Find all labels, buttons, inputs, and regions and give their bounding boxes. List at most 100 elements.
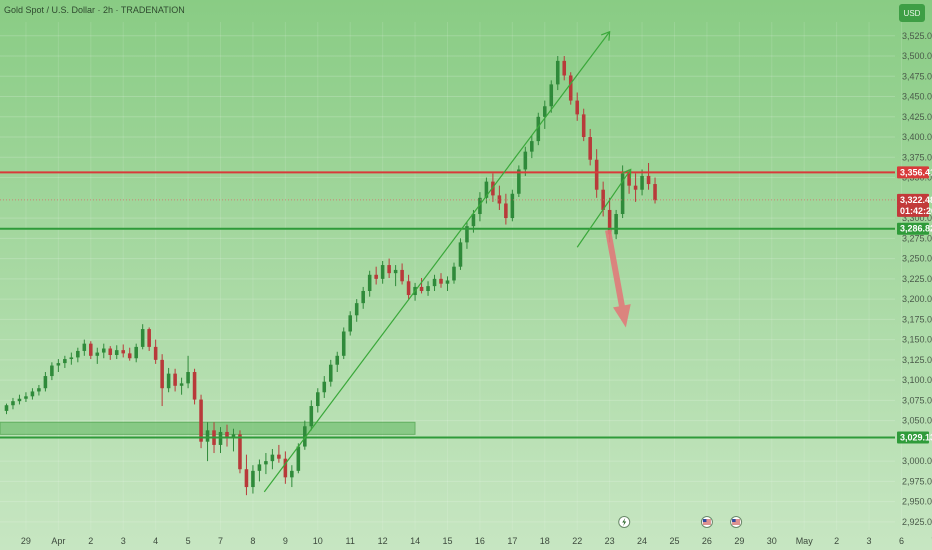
- candle-up[interactable]: [231, 434, 236, 439]
- candle-up[interactable]: [56, 363, 61, 366]
- candle-up[interactable]: [458, 242, 463, 267]
- candle-down[interactable]: [225, 431, 229, 439]
- candle-up[interactable]: [432, 278, 437, 287]
- candle-down[interactable]: [244, 469, 249, 488]
- candle-down[interactable]: [439, 278, 443, 284]
- trendline-short-uptrend[interactable]: [576, 169, 632, 248]
- candle-down[interactable]: [419, 286, 424, 291]
- candle-up[interactable]: [530, 141, 534, 152]
- candle-down[interactable]: [199, 399, 203, 442]
- candle-up[interactable]: [24, 396, 28, 399]
- candle-up[interactable]: [354, 303, 359, 316]
- candle-up[interactable]: [367, 274, 372, 291]
- candle-down[interactable]: [497, 195, 502, 204]
- candle-down[interactable]: [192, 372, 197, 400]
- candle-up[interactable]: [471, 214, 476, 227]
- candle-down[interactable]: [406, 281, 411, 296]
- candle-up[interactable]: [510, 193, 515, 219]
- candle-up[interactable]: [134, 346, 138, 359]
- candle-up[interactable]: [76, 350, 80, 358]
- candle-down[interactable]: [387, 265, 391, 274]
- candle-up[interactable]: [251, 470, 255, 488]
- candle-up[interactable]: [380, 265, 385, 279]
- candle-up[interactable]: [303, 426, 307, 447]
- candle-up[interactable]: [114, 350, 119, 355]
- candle-up[interactable]: [43, 376, 48, 389]
- candle-up[interactable]: [517, 169, 521, 194]
- trendline-main-uptrend[interactable]: [263, 31, 611, 493]
- candle-up[interactable]: [179, 383, 184, 386]
- candle-down[interactable]: [633, 185, 638, 190]
- candle-up[interactable]: [341, 331, 346, 356]
- bearish-projection-arrow[interactable]: [605, 229, 631, 328]
- candle-down[interactable]: [504, 203, 508, 219]
- candle-up[interactable]: [614, 214, 618, 235]
- candle-down[interactable]: [374, 274, 378, 279]
- candle-up[interactable]: [393, 269, 398, 274]
- candle-up[interactable]: [536, 116, 541, 142]
- candle-down[interactable]: [653, 184, 657, 201]
- candle-up[interactable]: [445, 280, 450, 284]
- candle-up[interactable]: [69, 357, 74, 360]
- candle-down[interactable]: [491, 181, 495, 196]
- candle-up[interactable]: [11, 401, 15, 406]
- candle-up[interactable]: [50, 365, 54, 377]
- candle-down[interactable]: [594, 159, 599, 190]
- price-tag-resistance[interactable]: 3,356.41: [897, 166, 932, 179]
- candle-up[interactable]: [95, 352, 100, 356]
- candle-up[interactable]: [452, 266, 456, 281]
- candle-up[interactable]: [348, 315, 353, 332]
- candle-up[interactable]: [205, 430, 210, 442]
- candle-up[interactable]: [328, 364, 333, 382]
- candle-down[interactable]: [627, 173, 631, 186]
- candle-up[interactable]: [4, 405, 9, 411]
- candle-up[interactable]: [140, 329, 145, 347]
- candle-down[interactable]: [283, 458, 288, 478]
- x-axis[interactable]: 29 Apr 2 3 4 5 7 8 9 10 11 12 14 15 16 17 18 22 23 24 25 26 29…: [21, 536, 932, 546]
- candle-down[interactable]: [108, 348, 113, 355]
- candle-up[interactable]: [620, 173, 625, 215]
- price-tag-current-price[interactable]: 3,322.48: [897, 193, 932, 206]
- candle-up[interactable]: [101, 348, 106, 353]
- candle-up[interactable]: [37, 388, 41, 392]
- candle-up[interactable]: [361, 290, 365, 304]
- candle-down[interactable]: [121, 350, 126, 354]
- candle-up[interactable]: [322, 381, 327, 393]
- candle-down[interactable]: [89, 343, 93, 356]
- candle-up[interactable]: [316, 392, 320, 407]
- candle-down[interactable]: [173, 373, 177, 386]
- candle-up[interactable]: [484, 181, 489, 198]
- candle-up[interactable]: [30, 391, 35, 397]
- candle-up[interactable]: [426, 286, 430, 291]
- event-markers[interactable]: [618, 516, 743, 528]
- candle-down[interactable]: [588, 137, 592, 160]
- candle-up[interactable]: [257, 464, 262, 471]
- candle-down[interactable]: [568, 75, 573, 101]
- y-axis[interactable]: 3,525.00 3,500.00 3,475.00 3,450.00 3,425.00…: [897, 31, 932, 527]
- us-flag-icon[interactable]: [700, 516, 713, 528]
- candle-up[interactable]: [465, 226, 469, 243]
- candle-down[interactable]: [562, 60, 567, 76]
- candle-up[interactable]: [270, 454, 275, 462]
- price-tag-countdown[interactable]: 01:42:26: [897, 204, 932, 217]
- candle-up[interactable]: [82, 343, 87, 351]
- candle-down[interactable]: [575, 100, 579, 115]
- candle-down[interactable]: [646, 175, 651, 185]
- candle-up[interactable]: [296, 446, 301, 471]
- candle-up[interactable]: [186, 372, 190, 384]
- candle-up[interactable]: [63, 359, 67, 364]
- price-tag-support[interactable]: 3,029.13: [897, 431, 932, 444]
- candle-down[interactable]: [581, 114, 586, 138]
- currency-badge[interactable]: USD: [899, 4, 925, 22]
- candle-down[interactable]: [238, 434, 242, 470]
- candle-up[interactable]: [542, 106, 547, 117]
- price-tag-support[interactable]: 3,286.82: [897, 222, 932, 235]
- candle-up[interactable]: [549, 84, 554, 107]
- candle-up[interactable]: [290, 470, 294, 478]
- candle-up[interactable]: [17, 398, 22, 402]
- candle-up[interactable]: [264, 461, 268, 465]
- us-flag-icon[interactable]: [730, 516, 743, 528]
- candle-down[interactable]: [607, 209, 612, 235]
- candle-up[interactable]: [335, 355, 340, 365]
